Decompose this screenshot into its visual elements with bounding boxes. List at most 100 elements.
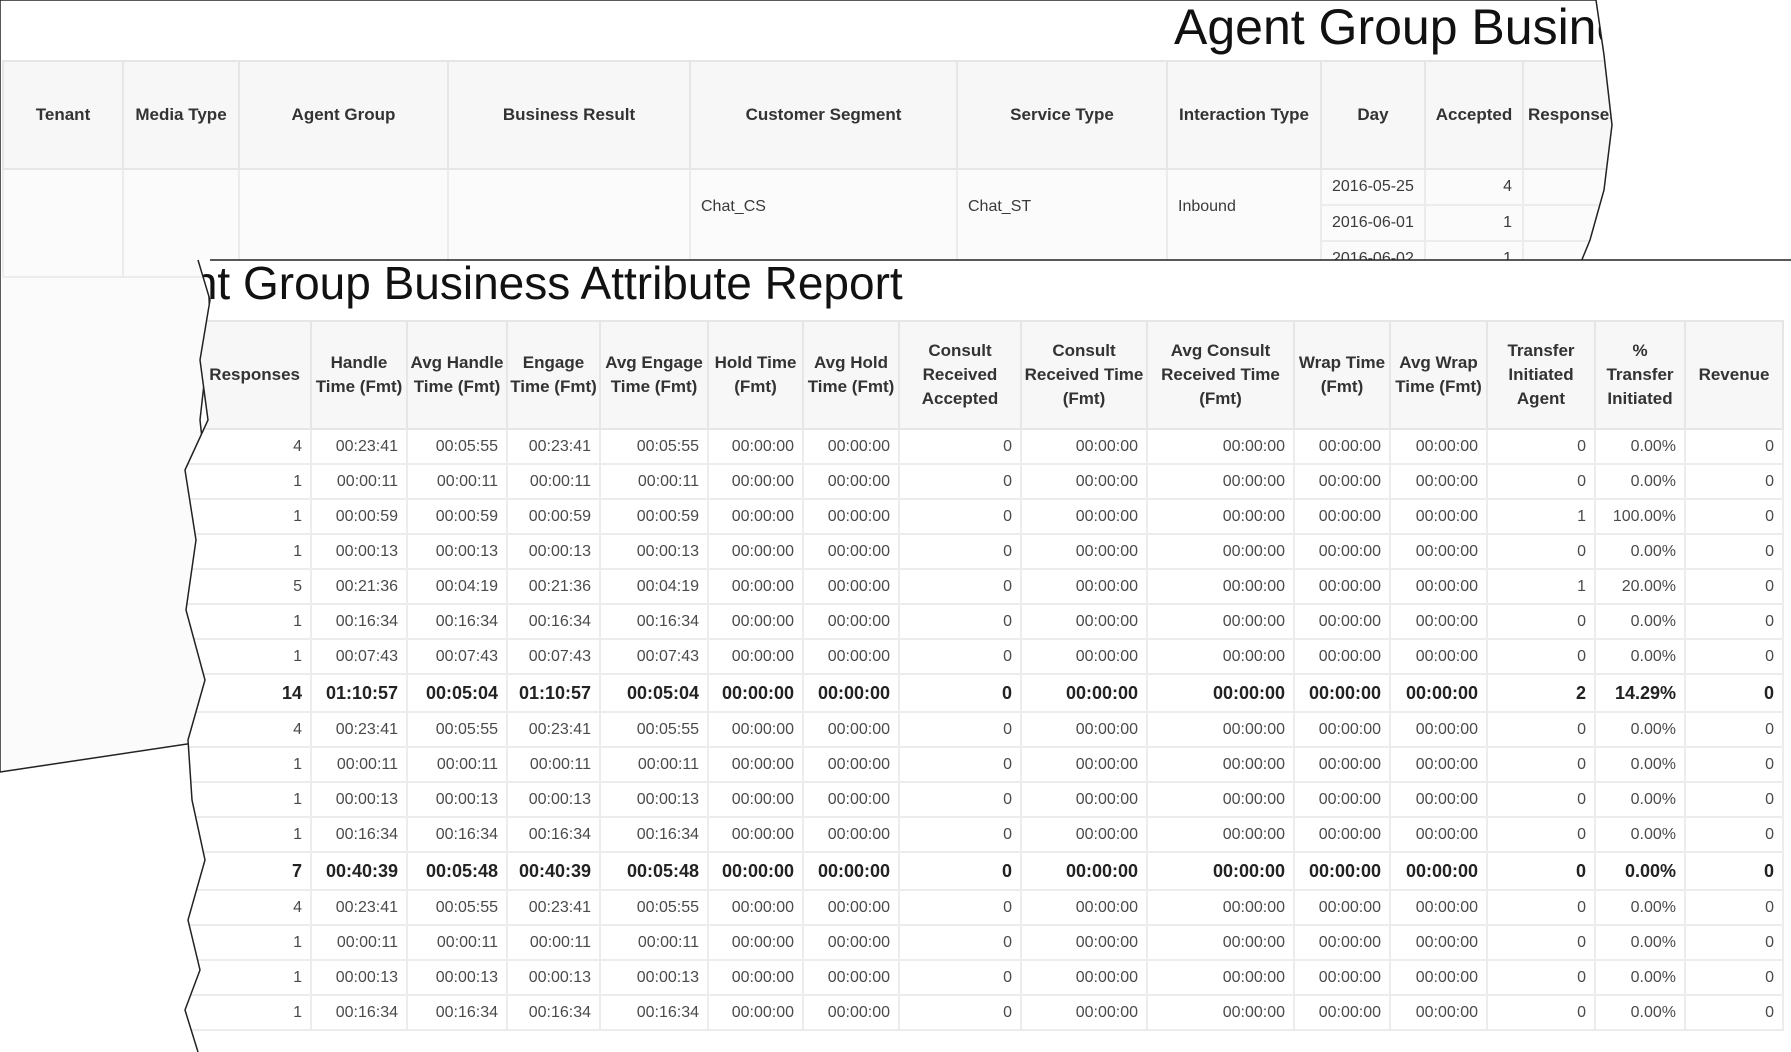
table-cell: 00:00:00: [802, 533, 900, 570]
column-header-engage-time[interactable]: Engage Time (Fmt): [506, 320, 601, 430]
table-cell: 0: [1684, 924, 1784, 961]
table-cell: 00:00:00: [1020, 781, 1148, 818]
table-cell: 00:00:00: [1293, 498, 1391, 535]
column-header-consult-received-time[interactable]: Consult Received Time (Fmt): [1020, 320, 1148, 430]
table-cell: 1: [185, 816, 312, 853]
table-cell: 00:00:00: [1146, 463, 1295, 500]
column-header-media-type[interactable]: Media Type: [122, 60, 240, 170]
table-cell: 00:07:43: [310, 638, 408, 675]
table-cell: 00:23:41: [310, 711, 408, 748]
table-row: 1 00:00:11 00:00:11 00:00:11 00:00:11 00:00:0…: [185, 924, 1784, 961]
table-cell: 00:00:00: [802, 498, 900, 535]
table-cell: 00:23:41: [310, 889, 408, 926]
table-cell: 00:00:00: [1146, 746, 1295, 783]
table-cell: 00:00:00: [1146, 959, 1295, 996]
table-cell: 1: [185, 781, 312, 818]
column-header-percent-transfer-initiated[interactable]: % Transfer Initiated: [1594, 320, 1686, 430]
column-header-business-result[interactable]: Business Result: [447, 60, 691, 170]
table-cell: 0.00%: [1594, 463, 1686, 500]
table-cell: 00:00:00: [1146, 851, 1295, 891]
column-header-hold-time[interactable]: Hold Time (Fmt): [707, 320, 804, 430]
table-cell: 00:21:36: [506, 568, 601, 605]
table-cell: 00:23:41: [310, 428, 408, 465]
table-cell: 00:07:43: [406, 638, 508, 675]
table-cell: 00:00:59: [406, 498, 508, 535]
table-cell: 00:05:55: [599, 889, 709, 926]
table-cell: 00:00:00: [1020, 994, 1148, 1031]
table-cell: 00:00:00: [802, 816, 900, 853]
column-header-avg-hold-time[interactable]: Avg Hold Time (Fmt): [802, 320, 900, 430]
front-report-title: Agent Group Business Attribute Report: [110, 257, 903, 309]
column-header-consult-received-accepted[interactable]: Consult Received Accepted: [898, 320, 1022, 430]
table-cell: 00:00:00: [802, 603, 900, 640]
table-cell: 00:05:48: [599, 851, 709, 891]
table-row: 1 00:07:43 00:07:43 00:07:43 00:07:43 00:00:0…: [185, 638, 1784, 675]
column-header-avg-wrap-time[interactable]: Avg Wrap Time (Fmt): [1389, 320, 1488, 430]
column-header-customer-segment[interactable]: Customer Segment: [689, 60, 958, 170]
table-row: 1 00:16:34 00:16:34 00:16:34 00:16:34 00:00:0…: [185, 816, 1784, 853]
table-cell: 00:00:00: [1146, 711, 1295, 748]
column-header-service-type[interactable]: Service Type: [956, 60, 1168, 170]
table-cell: 00:00:00: [1293, 568, 1391, 605]
table-cell: 00:40:39: [506, 851, 601, 891]
column-header-agent-group[interactable]: Agent Group: [238, 60, 449, 170]
column-header-interaction-type[interactable]: Interaction Type: [1166, 60, 1322, 170]
column-header-avg-consult-received-time[interactable]: Avg Consult Received Time (Fmt): [1146, 320, 1295, 430]
column-header-tenant[interactable]: Tenant: [2, 60, 124, 170]
tenant-cell: [2, 168, 124, 278]
table-cell: 0: [898, 498, 1022, 535]
table-cell: 00:00:11: [406, 463, 508, 500]
table-cell: 00:05:48: [406, 851, 508, 891]
table-cell: 00:00:00: [802, 781, 900, 818]
table-cell: 0.00%: [1594, 746, 1686, 783]
table-cell: 00:07:43: [506, 638, 601, 675]
table-cell: 00:00:00: [802, 924, 900, 961]
table-cell: 0: [898, 463, 1022, 500]
column-header-transfer-initiated-agent[interactable]: Transfer Initiated Agent: [1486, 320, 1596, 430]
table-cell: 0: [1684, 428, 1784, 465]
table-cell: 00:00:00: [802, 463, 900, 500]
table-cell: 00:00:00: [1293, 816, 1391, 853]
table-cell: 00:00:00: [1020, 746, 1148, 783]
table-cell: 00:16:34: [506, 816, 601, 853]
table-cell: 00:00:00: [1389, 673, 1488, 713]
table-cell: 00:00:00: [707, 924, 804, 961]
table-cell: 00:00:00: [1389, 463, 1488, 500]
table-cell: 00:00:00: [1389, 746, 1488, 783]
column-header-responses[interactable]: Responses: [1522, 60, 1612, 170]
table-cell: 00:05:55: [406, 889, 508, 926]
column-header-avg-engage-time[interactable]: Avg Engage Time (Fmt): [599, 320, 709, 430]
table-cell: 0: [1486, 889, 1596, 926]
table-cell: 00:00:13: [406, 533, 508, 570]
table-row: 1 00:00:11 00:00:11 00:00:11 00:00:11 00:00:0…: [185, 463, 1784, 500]
table-cell: 0.00%: [1594, 994, 1686, 1031]
table-cell: 0.00%: [1594, 889, 1686, 926]
column-header-accepted[interactable]: Accepted: [1424, 60, 1524, 170]
table-cell: 00:00:00: [1020, 673, 1148, 713]
table-cell: 00:00:00: [1293, 428, 1391, 465]
table-cell: 0: [1684, 746, 1784, 783]
table-cell: 00:00:00: [1389, 568, 1488, 605]
column-header-wrap-time[interactable]: Wrap Time (Fmt): [1293, 320, 1391, 430]
table-cell: 00:05:55: [406, 428, 508, 465]
column-header-avg-handle-time[interactable]: Avg Handle Time (Fmt): [406, 320, 508, 430]
table-cell: 00:00:00: [707, 673, 804, 713]
table-cell: 0: [1486, 463, 1596, 500]
table-cell: 00:00:00: [1389, 851, 1488, 891]
column-header-handle-time[interactable]: Handle Time (Fmt): [310, 320, 408, 430]
column-header-revenue[interactable]: Revenue: [1684, 320, 1784, 430]
column-header-day[interactable]: Day: [1320, 60, 1426, 170]
table-cell: 00:00:00: [802, 711, 900, 748]
table-cell: 00:00:00: [1020, 816, 1148, 853]
table-row: 1 00:00:13 00:00:13 00:00:13 00:00:13 00:00:0…: [185, 781, 1784, 818]
table-cell: 0: [898, 994, 1022, 1031]
table-cell: 00:00:00: [1293, 781, 1391, 818]
table-cell: 1: [1486, 568, 1596, 605]
back-report-title: Agent Group Business: [1174, 0, 1675, 55]
responses-cell: [1522, 168, 1612, 206]
table-cell: 00:16:34: [406, 603, 508, 640]
table-cell: 00:16:34: [599, 603, 709, 640]
table-cell: 0: [898, 781, 1022, 818]
table-cell: 00:00:00: [1146, 638, 1295, 675]
table-cell: 00:00:00: [1146, 994, 1295, 1031]
